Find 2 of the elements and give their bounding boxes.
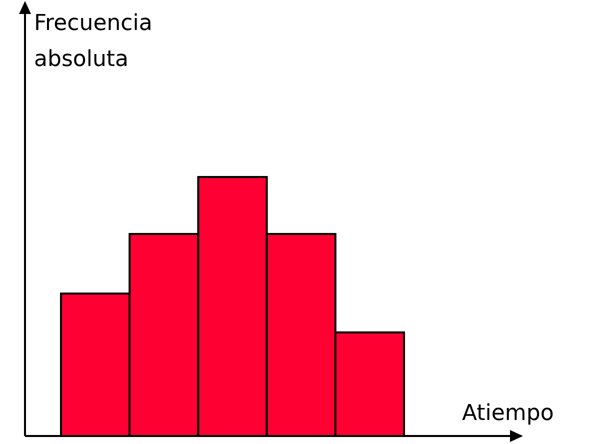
y-axis-title: Frecuencia absoluta bbox=[34, 11, 152, 72]
x-axis-title: Atiempo bbox=[462, 401, 554, 426]
